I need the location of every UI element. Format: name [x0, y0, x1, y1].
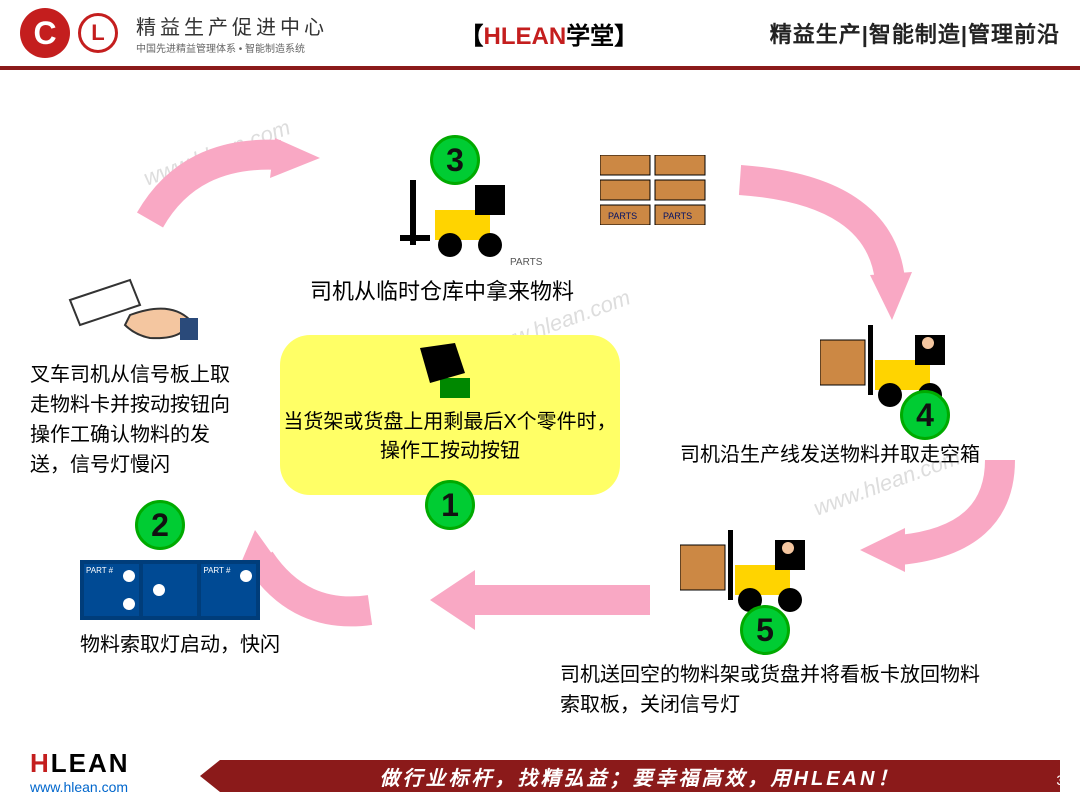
footer-url: www.hlean.com [30, 779, 130, 795]
page-number: 33 [1056, 772, 1072, 788]
header-right: 精益生产|智能制造|管理前沿 [770, 17, 1060, 49]
svg-text:PARTS: PARTS [608, 211, 637, 221]
badge-1: 1 [425, 480, 475, 530]
step3-text: 司机从临时仓库中拿来物料 [310, 275, 574, 308]
step2b-text: 物料索取灯启动，快闪 [80, 630, 300, 660]
arrow-5-left-icon [430, 570, 650, 630]
brand-rest: LEAN [51, 748, 130, 778]
signal-board-icon: PART # PART # [80, 560, 260, 620]
badge-2: 2 [135, 500, 185, 550]
bracket-open: 【 [460, 23, 484, 50]
logo-c-icon: C [20, 8, 70, 58]
step1-box: 当货架或货盘上用剩最后X个零件时，操作工按动按钮 [280, 335, 620, 495]
logo-subtitle: 中国先进精益管理体系 • 智能制造系统 [136, 40, 328, 55]
arrow-2-to-3-icon [130, 130, 330, 250]
svg-text:PARTS: PARTS [663, 211, 692, 221]
diagram-canvas: www.hlean.com www.hlean.com www.hlean.co… [0, 70, 1080, 740]
hand-card-icon [60, 270, 200, 360]
logo-title: 精益生产促进中心 [136, 11, 328, 40]
footer-slogan-bar: 做行业标杆，找精弘益；要幸福高效，用HLEAN！ [220, 760, 1060, 792]
forklift-5-icon [680, 520, 830, 620]
bracket-close: 学堂】 [566, 23, 638, 50]
badge-3: 3 [430, 135, 480, 185]
header-center: 【HLEAN学堂】 [328, 16, 770, 51]
logo-area: C L 精益生产促进中心 中国先进精益管理体系 • 智能制造系统 [20, 8, 328, 58]
slide-header: C L 精益生产促进中心 中国先进精益管理体系 • 智能制造系统 【HLEAN学… [0, 0, 1080, 70]
arrow-3-to-4-icon [720, 160, 940, 320]
hlean-text: HLEAN [484, 23, 567, 50]
step4-text: 司机沿生产线发送物料并取走空箱 [680, 440, 980, 470]
button-press-icon [410, 343, 490, 403]
logo-l-icon: L [78, 13, 118, 53]
step1-text: 当货架或货盘上用剩最后X个零件时，操作工按动按钮 [283, 411, 616, 462]
step5-text: 司机送回空的物料架或货盘并将看板卡放回物料索取板，关闭信号灯 [560, 660, 980, 720]
parts-rack-icon: PARTS PARTS [600, 155, 710, 225]
badge-4: 4 [900, 390, 950, 440]
footer-brand: HLEAN www.hlean.com [30, 748, 130, 795]
slide-footer: HLEAN www.hlean.com 做行业标杆，找精弘益；要幸福高效，用HL… [0, 750, 1080, 810]
badge-5: 5 [740, 605, 790, 655]
brand-h: H [30, 748, 51, 778]
parts-label-small: PARTS [510, 255, 542, 270]
logo-text: 精益生产促进中心 中国先进精益管理体系 • 智能制造系统 [136, 11, 328, 55]
footer-slogan: 做行业标杆，找精弘益；要幸福高效，用HLEAN！ [380, 762, 901, 791]
forklift-4-icon [820, 315, 970, 415]
forklift-3-icon [400, 170, 530, 260]
step2-text: 叉车司机从信号板上取走物料卡并按动按钮向操作工确认物料的发送，信号灯慢闪 [30, 360, 230, 480]
